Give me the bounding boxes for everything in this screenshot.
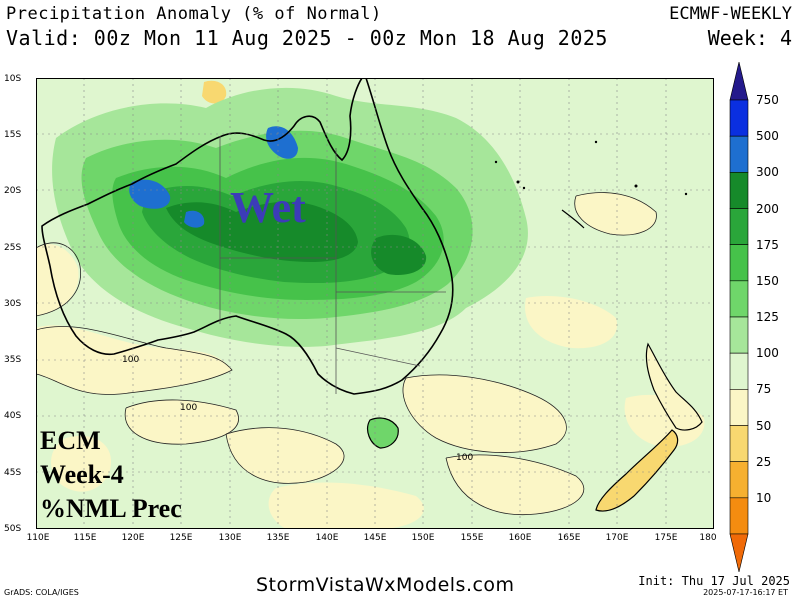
- colorbar-segment: [729, 425, 749, 462]
- colorbar-segment: [729, 316, 749, 354]
- lat-label: 40S: [4, 411, 22, 421]
- colorbar-segment: [729, 461, 749, 499]
- australia-coastline: [41, 78, 454, 395]
- lon-label: 175E: [654, 533, 678, 543]
- init-time: Init: Thu 17 Jul 2025: [638, 574, 790, 588]
- wet-anomaly-300: [166, 201, 358, 262]
- contour-label: 100: [456, 453, 473, 463]
- lat-label: 45S: [4, 468, 22, 478]
- colorbar-label: 750: [756, 93, 779, 107]
- pacific-islands: [494, 140, 688, 196]
- colorbar-top-arrow: [729, 62, 749, 101]
- contour-100: [36, 192, 657, 516]
- grads-credit: GrADS: COLA/IGES: [4, 588, 79, 597]
- tasmania: [367, 417, 399, 449]
- lat-label: 25S: [4, 243, 22, 253]
- colorbar-label: 100: [756, 346, 779, 361]
- lat-label: 30S: [4, 299, 22, 309]
- valid-period: Valid: 00z Mon 11 Aug 2025 - 00z Mon 18 …: [6, 26, 608, 50]
- lon-label: 145E: [363, 533, 387, 543]
- colorbar-label: 300: [756, 165, 779, 180]
- site-url: StormVistaWxModels.com: [256, 574, 515, 596]
- lon-label: 180: [699, 533, 717, 543]
- colorbar-label: 75: [756, 382, 772, 397]
- model-name: ECMWF-WEEKLY: [669, 4, 792, 24]
- wet-anomaly-500-west: [184, 210, 205, 228]
- lon-label: 120E: [121, 533, 145, 543]
- precipitation-anomaly-map: 100 100 100: [36, 78, 714, 529]
- contour-label: 100: [180, 403, 197, 413]
- colorbar-segment: [729, 244, 749, 282]
- dry-anomaly-areas: [36, 126, 705, 529]
- wet-anomaly-300-east: [371, 234, 427, 276]
- colorbar: [729, 62, 749, 572]
- wet-anomaly-500-north: [266, 126, 298, 159]
- overlay-line: Week-4: [40, 460, 124, 489]
- colorbar-label: 175: [756, 237, 779, 252]
- contour-label: 100: [122, 355, 139, 365]
- timestamp: 2025-07-17-16:17 ET: [703, 588, 788, 597]
- lat-label: 35S: [4, 355, 22, 365]
- lon-label: 140E: [315, 533, 339, 543]
- lon-label: 170E: [605, 533, 629, 543]
- lon-label: 115E: [73, 533, 97, 543]
- lat-lon-grid: [36, 78, 714, 529]
- colorbar-label: 10: [756, 490, 772, 505]
- colorbar-segment: [729, 352, 749, 390]
- colorbar-bottom-arrow: [729, 533, 749, 572]
- lat-label: 50S: [4, 524, 22, 534]
- lat-label: 15S: [4, 130, 22, 140]
- colorbar-label: 150: [756, 273, 779, 288]
- new-zealand-south: [595, 429, 679, 512]
- overlay-line: ECM: [40, 426, 101, 455]
- colorbar-segment: [729, 172, 749, 209]
- lon-label: 130E: [218, 533, 242, 543]
- map-title: Precipitation Anomaly (% of Normal): [6, 4, 382, 24]
- colorbar-label: 125: [756, 310, 779, 324]
- wet-anomaly-500: [129, 179, 171, 209]
- colorbar-segment: [729, 208, 749, 245]
- lat-label: 10S: [4, 74, 22, 84]
- lon-label: 160E: [508, 533, 532, 543]
- wet-annotation: Wet: [230, 183, 306, 232]
- colorbar-segment: [729, 497, 749, 535]
- colorbar-label: 200: [756, 201, 779, 216]
- map-frame: [36, 78, 714, 529]
- lon-label: 125E: [169, 533, 193, 543]
- lon-label: 165E: [557, 533, 581, 543]
- new-caledonia: [561, 209, 585, 229]
- colorbar-segment: [729, 99, 749, 137]
- lon-label: 110E: [26, 533, 50, 543]
- colorbar-segment: [729, 389, 749, 426]
- overlay-line: %NML Prec: [40, 494, 182, 523]
- week-number: Week: 4: [707, 26, 792, 50]
- colorbar-segment: [729, 280, 749, 318]
- colorbar-label: 500: [756, 129, 779, 144]
- colorbar-segment: [729, 135, 749, 173]
- colorbar-label: 25: [756, 454, 772, 469]
- lon-label: 155E: [460, 533, 484, 543]
- colorbar-label: 50: [756, 418, 772, 433]
- model-overlay-label: ECM Week-4 %NML Prec: [40, 424, 182, 526]
- lon-label: 150E: [411, 533, 435, 543]
- lat-label: 20S: [4, 186, 22, 196]
- lon-label: 135E: [266, 533, 290, 543]
- new-zealand-north: [645, 342, 703, 431]
